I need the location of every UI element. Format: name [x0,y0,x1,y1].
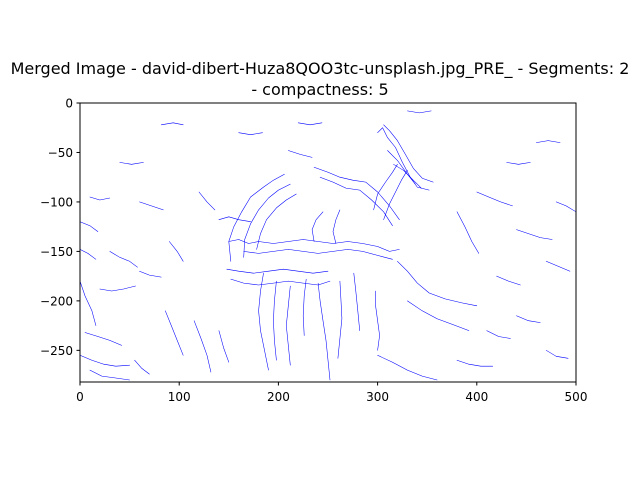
contour-line-3 [393,164,422,189]
contour-line-7 [383,170,408,220]
contour-line-23 [337,280,343,359]
contour-line-0 [377,127,430,191]
x-tick-label: 400 [465,390,488,404]
chart-title-line-1: Merged Image - david-dibert-Huza8QOO3tc-… [11,59,630,79]
plot-frame [79,102,577,383]
contour-line-8 [228,173,285,262]
contour-line-12 [311,211,324,242]
contour-line-45 [476,191,513,207]
contour-line-22 [317,282,331,381]
contour-line-56 [486,330,511,339]
contour-line-1 [383,124,434,183]
contour-line-52 [407,110,432,114]
contour-line-33 [119,162,144,165]
contour-line-60 [79,221,99,232]
contour-line-6 [373,164,398,211]
contour-line-46 [506,162,531,165]
contour-line-14 [228,239,400,252]
contour-lines [79,110,577,381]
chart-title-line-2: - compactness: 5 [251,80,388,99]
contour-line-19 [273,280,277,361]
contour-line-48 [516,229,553,240]
y-tick-label: −200 [40,294,73,308]
x-tick-label: 100 [168,390,191,404]
contour-line-41 [79,355,130,367]
plot-area-background [80,103,576,382]
contour-line-15 [243,249,393,260]
contour-line-54 [238,132,263,135]
contour-line-50 [496,275,521,286]
contour-line-10 [256,193,297,250]
contour-line-42 [134,359,150,375]
contour-line-4 [313,167,400,220]
x-tick-label: 300 [366,390,389,404]
contour-line-40 [84,332,122,346]
contour-line-53 [297,122,323,126]
contour-line-26 [397,261,478,307]
x-tick-label: 200 [267,390,290,404]
contour-line-18 [258,272,269,371]
contour-line-27 [407,300,470,331]
y-tick-label: 0 [65,97,73,111]
contour-line-36 [109,251,138,268]
contour-line-9 [243,183,291,258]
contour-line-24 [353,272,360,331]
contour-line-37 [99,285,136,292]
contour-line-25 [375,290,380,351]
y-tick-label: −250 [40,344,73,358]
contour-line-16 [226,268,329,274]
contour-line-43 [89,369,130,381]
contour-line-17 [230,278,331,286]
contour-line-47 [536,140,561,143]
contour-line-11 [218,216,251,222]
contour-line-20 [286,285,291,366]
contour-line-32 [89,196,111,201]
contour-line-21 [302,278,307,336]
x-tick-label: 0 [76,390,84,404]
contour-line-28 [377,355,438,381]
contour-line-30 [193,320,212,373]
y-tick-label: −150 [40,245,73,259]
x-axis: 0 100 200 300 400 500 [76,382,587,404]
contour-line-63 [139,201,164,211]
y-tick-label: −50 [48,146,73,160]
contour-line-29 [165,310,184,356]
y-axis: 0 −50 −100 −150 −200 −250 [40,97,80,358]
contour-line-31 [218,330,230,363]
x-tick-label: 500 [565,390,588,404]
contour-line-51 [555,201,577,213]
contour-line-61 [169,241,184,262]
contour-line-13 [332,209,341,244]
contour-line-59 [456,359,493,367]
contour-line-55 [288,150,313,158]
contour-line-34 [161,122,184,126]
contour-line-39 [79,280,97,326]
contour-line-44 [456,211,480,254]
contour-line-62 [198,191,216,211]
contour-line-5 [319,176,393,226]
contour-line-57 [516,315,541,323]
contour-line-38 [139,270,162,278]
contour-line-49 [545,261,571,272]
y-tick-label: −100 [40,195,73,209]
contour-line-35 [79,249,97,260]
contour-line-2 [387,150,416,185]
contour-line-58 [545,350,569,359]
